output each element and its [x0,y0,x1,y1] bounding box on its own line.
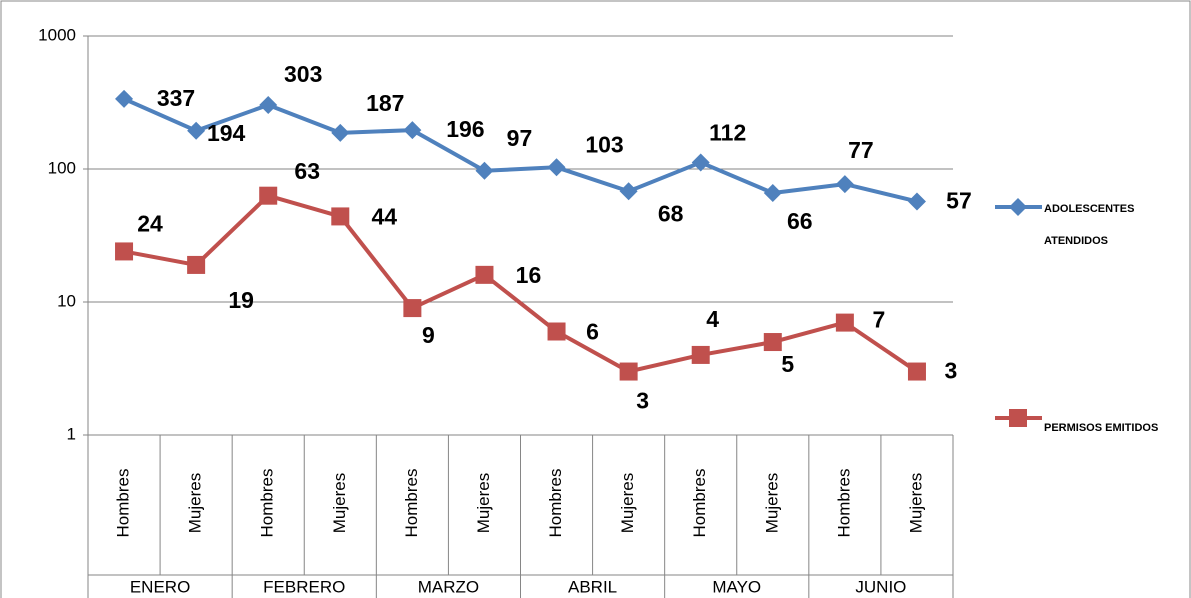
legend-label: PERMISOS EMITIDOS [1044,422,1159,434]
marker [763,184,782,203]
x-tick-label: Mujeres [906,473,925,533]
x-tick-label: Mujeres [186,473,205,533]
data-label: 4 [706,306,719,332]
data-label: 303 [284,61,322,87]
data-label: 24 [137,211,163,237]
x-tick-label: Hombres [546,469,565,538]
data-label: 5 [781,351,794,377]
data-label: 57 [946,188,972,214]
group-label: MARZO [418,577,479,596]
marker [475,265,494,284]
marker [691,153,710,172]
marker [115,242,134,261]
group-label: ABRIL [568,577,617,596]
group-label: MAYO [712,577,761,596]
x-tick-label: Mujeres [618,473,637,533]
x-tick-label: Mujeres [762,473,781,533]
marker [187,255,206,274]
marker [835,175,854,194]
marker [907,192,926,211]
data-label: 9 [422,322,435,348]
marker [403,299,422,318]
marker [619,182,638,201]
marker [187,121,206,140]
y-tick-label: 10 [57,291,76,310]
data-label: 112 [709,120,746,146]
data-label: 7 [872,307,885,333]
data-label: 3 [945,358,958,384]
data-label: 97 [507,125,533,151]
group-label: JUNIO [855,577,906,596]
group-label: FEBRERO [263,577,345,596]
marker [259,186,278,205]
data-label: 194 [207,120,246,146]
data-label: 68 [658,200,684,226]
series-line [123,96,918,204]
data-label: 337 [157,85,195,111]
x-tick-label: Mujeres [330,473,349,533]
marker [619,362,638,381]
data-label: 66 [787,208,813,234]
x-tick-label: Hombres [114,469,133,538]
marker [547,158,566,177]
marker [259,95,278,114]
legend-marker [1009,198,1027,216]
y-tick-label: 1000 [38,25,76,44]
data-label: 19 [228,287,254,313]
y-tick-label: 100 [48,158,76,177]
x-tick-label: Mujeres [474,473,493,533]
x-tick-label: Hombres [690,469,709,538]
data-label: 63 [294,158,320,184]
marker [763,333,782,352]
data-label: 44 [371,203,397,229]
marker [907,362,926,381]
x-tick-label: Hombres [402,469,421,538]
marker [331,207,350,226]
data-label: 196 [446,116,484,142]
marker [691,345,710,364]
data-label: 103 [585,131,623,157]
marker [475,161,494,180]
y-tick-label: 1 [67,424,76,443]
x-tick-label: Hombres [834,469,853,538]
group-label: ENERO [130,577,190,596]
marker [547,322,566,341]
legend-marker [1009,409,1027,427]
marker [403,121,422,140]
x-tick-label: Hombres [258,469,277,538]
data-label: 16 [516,262,542,288]
marker [331,123,350,142]
marker [835,313,854,332]
data-label: 3 [636,388,649,414]
data-label: 187 [366,90,404,116]
marker [115,89,134,108]
series-line [123,193,919,374]
data-label: 77 [848,137,874,163]
legend-label: ADOLESCENTES ATENDIDOS [1044,203,1135,247]
data-label: 6 [586,319,599,345]
